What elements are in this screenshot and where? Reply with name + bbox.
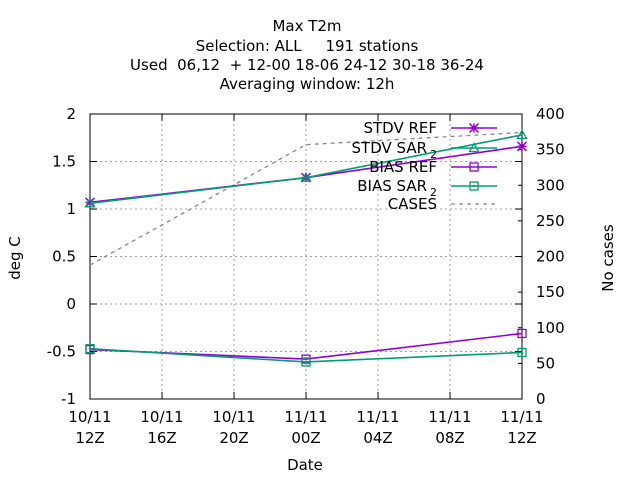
y2-tick-label: 100 xyxy=(536,319,565,337)
series-group xyxy=(84,129,528,367)
y-tick-label: 1 xyxy=(66,200,76,218)
legend-entry: BIAS REF xyxy=(369,158,497,176)
series-line xyxy=(89,131,523,266)
point-marker xyxy=(84,197,96,208)
grid-lines xyxy=(90,114,522,399)
y2-tick-label: 50 xyxy=(536,354,555,372)
y2-tick-label: 350 xyxy=(536,141,565,159)
y2-axis-label: No cases xyxy=(599,224,617,292)
axes: -1 -0.5 0 0.5 1 1.5 2 0 50 100 150 200 250 300 350 400 1… xyxy=(47,105,565,447)
y-tick-label: 1.5 xyxy=(52,153,76,171)
x-tick-label-hour: 04Z xyxy=(363,429,392,447)
x-tick-label-hour: 00Z xyxy=(291,429,320,447)
x-tick-label-hour: 12Z xyxy=(507,429,536,447)
series-stdv-sar-2 xyxy=(84,129,528,208)
x-tick-label-date: 10/11 xyxy=(68,408,111,426)
x-tick-label-date: 11/11 xyxy=(284,408,327,426)
series-line xyxy=(89,134,523,205)
legend-subscript: 2 xyxy=(430,148,437,161)
point-marker xyxy=(516,129,528,140)
legend-entry: CASES xyxy=(388,195,497,213)
chart-subtitle-selection: Selection: ALL 191 stations xyxy=(195,37,419,55)
y-axis-label: deg C xyxy=(6,236,24,280)
legend-label: STDV REF xyxy=(363,119,437,137)
y-tick-label: -0.5 xyxy=(47,343,76,361)
y-tick-label: -1 xyxy=(61,390,76,408)
x-tick-label-date: 11/11 xyxy=(500,408,543,426)
y2-tick-label: 150 xyxy=(536,283,565,301)
legend-label: BIAS SAR 2 xyxy=(357,177,437,199)
point-marker xyxy=(516,141,528,152)
x-tick-label-date: 10/11 xyxy=(212,408,255,426)
x-tick-label-date: 11/11 xyxy=(356,408,399,426)
legend-entry: BIAS SAR 2 xyxy=(357,177,497,199)
point-marker xyxy=(468,142,480,153)
series-bias-sar-2 xyxy=(85,343,527,367)
chart-subtitle-window: Averaging window: 12h xyxy=(219,75,395,93)
y2-tick-label: 300 xyxy=(536,176,565,194)
legend-entry: STDV REF xyxy=(363,119,497,137)
point-marker xyxy=(469,181,479,191)
point-marker-dot xyxy=(472,184,476,188)
point-marker-dot xyxy=(88,347,92,350)
point-marker xyxy=(469,162,479,172)
point-marker xyxy=(517,328,527,339)
x-tick-label-date: 11/11 xyxy=(428,408,471,426)
legend-label: STDV SAR 2 xyxy=(352,139,437,161)
x-tick-label-hour: 16Z xyxy=(147,429,176,447)
point-marker-dot xyxy=(520,351,524,354)
point-marker xyxy=(84,197,96,208)
legend-entry: STDV SAR 2 xyxy=(352,139,497,161)
legend-label: BIAS REF xyxy=(369,158,437,176)
chart-title: Max T2m xyxy=(272,17,342,35)
y2-tick-label: 250 xyxy=(536,212,565,230)
x-axis-label: Date xyxy=(287,456,323,474)
y2-tick-label: 0 xyxy=(536,390,546,408)
point-marker xyxy=(85,343,95,354)
legend-label: CASES xyxy=(388,195,437,213)
y2-tick-label: 200 xyxy=(536,248,565,266)
y2-tick-label: 400 xyxy=(536,105,565,123)
x-tick-label-hour: 08Z xyxy=(435,429,464,447)
chart-subtitle-used: Used 06,12 + 12-00 18-06 24-12 30-18 36-… xyxy=(130,56,484,74)
y-tick-label: 0.5 xyxy=(52,248,76,266)
point-marker-dot xyxy=(304,360,308,364)
point-marker xyxy=(468,122,480,134)
series-cases xyxy=(89,131,523,266)
legend-subscript: 2 xyxy=(430,186,437,199)
y-tick-label: 0 xyxy=(66,295,76,313)
y-tick-label: 2 xyxy=(66,105,76,123)
x-tick-label-date: 10/11 xyxy=(140,408,183,426)
x-tick-label-hour: 20Z xyxy=(219,429,248,447)
point-marker xyxy=(301,357,311,367)
x-tick-label-hour: 12Z xyxy=(75,429,104,447)
point-marker xyxy=(517,347,527,358)
point-marker xyxy=(300,171,312,182)
